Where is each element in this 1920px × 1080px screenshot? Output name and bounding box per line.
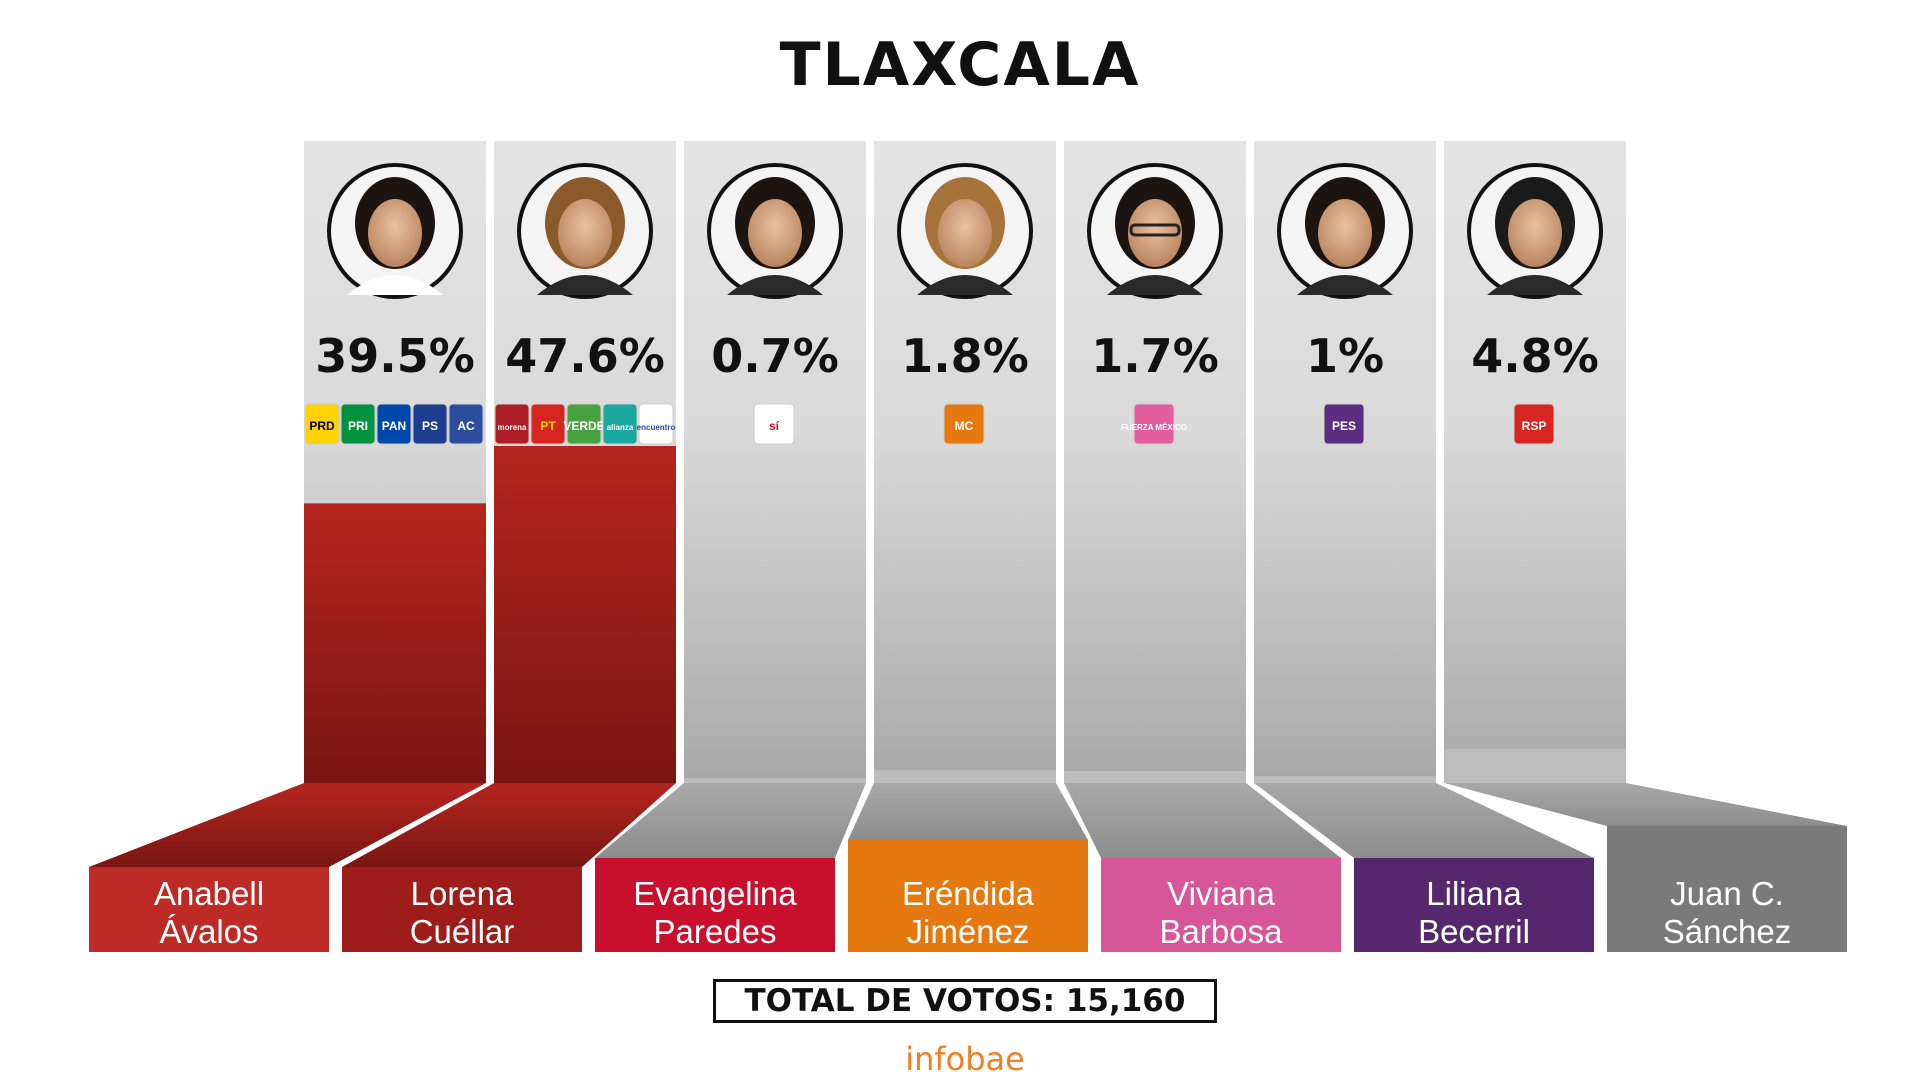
- candidate-photo-3: [897, 163, 1033, 299]
- party-logos-6: RSP: [1513, 403, 1555, 445]
- name-block-1: [342, 867, 582, 952]
- name-block-0: [89, 867, 329, 952]
- name-block-2: [595, 858, 835, 952]
- candidate-last-name: Becerril: [1418, 913, 1530, 950]
- party-logo-text-pan: PAN: [382, 419, 406, 433]
- party-logo-text-ps: PS: [422, 419, 438, 433]
- bar-1: [494, 446, 676, 783]
- party-logos-1: morena PT VERDE alianza encuentro: [494, 403, 676, 445]
- party-logo-text-alianza: alianza: [607, 423, 634, 432]
- funnel-5: [1254, 783, 1594, 858]
- party-logo-sí: [753, 403, 795, 445]
- party-logo-pt: [530, 403, 566, 445]
- party-logo-fuerza-méxico: [1133, 403, 1175, 445]
- bar-4: [1064, 770, 1246, 783]
- candidate-photo-2: [707, 163, 843, 299]
- party-logo-text-sí: sí: [769, 419, 780, 433]
- candidate-first-name: Lorena: [410, 875, 514, 912]
- party-logo-text-mc: MC: [955, 419, 974, 433]
- party-logo-text-pt: PT: [540, 419, 556, 433]
- candidate-photo-4: [1087, 163, 1223, 299]
- party-logo-text-morena: morena: [498, 423, 527, 432]
- percent-label-3: 1.8%: [901, 329, 1029, 383]
- percent-label-4: 1.7%: [1091, 329, 1219, 383]
- name-block-3: [848, 840, 1088, 952]
- candidate-name-1: Lorena Cuéllar: [342, 875, 582, 951]
- party-logo-alianza: [602, 403, 638, 445]
- party-logo-text-rsp: RSP: [1522, 419, 1547, 433]
- candidate-name-4: Viviana Barbosa: [1101, 875, 1341, 951]
- party-logo-text-verde: VERDE: [563, 419, 604, 433]
- party-logo-mc: [943, 403, 985, 445]
- percent-label-0: 39.5%: [315, 329, 475, 383]
- party-logo-text-prd: PRD: [309, 419, 335, 433]
- percent-label-5: 1%: [1306, 329, 1384, 383]
- name-block-5: [1354, 858, 1594, 952]
- bar-3: [874, 770, 1056, 783]
- party-logo-text-encuentro: encuentro: [637, 423, 676, 432]
- party-logos-5: PES: [1323, 403, 1365, 445]
- party-logo-text-pri: PRI: [348, 419, 368, 433]
- percent-label-1: 47.6%: [505, 329, 665, 383]
- party-logo-ac: [448, 403, 484, 445]
- candidate-first-name: Juan C.: [1670, 875, 1784, 912]
- percent-label-6: 4.8%: [1471, 329, 1599, 383]
- party-logo-encuentro: [638, 403, 674, 445]
- candidate-first-name: Liliana: [1426, 875, 1522, 912]
- party-logo-pan: [376, 403, 412, 445]
- funnel-1: [342, 783, 676, 867]
- candidate-name-0: Anabell Ávalos: [89, 875, 329, 951]
- bar-2: [684, 778, 866, 783]
- candidate-last-name: Jiménez: [906, 913, 1030, 950]
- percent-label-2: 0.7%: [711, 329, 839, 383]
- candidate-first-name: Evangelina: [633, 875, 797, 912]
- name-block-4: [1101, 858, 1341, 952]
- party-logos-3: MC: [943, 403, 985, 445]
- funnel-2: [595, 783, 866, 858]
- party-logo-prd: [304, 403, 340, 445]
- chart-title: TLAXCALA: [779, 30, 1141, 100]
- funnel-3: [848, 783, 1088, 840]
- party-logo-pri: [340, 403, 376, 445]
- name-block-6: [1607, 826, 1847, 952]
- candidate-first-name: Viviana: [1167, 875, 1275, 912]
- bar-6: [1444, 749, 1626, 783]
- total-votes: TOTAL DE VOTOS: 15,160: [713, 979, 1217, 1023]
- brand-logo: infobae: [905, 1040, 1025, 1078]
- candidate-photo-1: [517, 163, 653, 299]
- candidate-name-3: Eréndida Jiménez: [848, 875, 1088, 951]
- candidate-name-2: Evangelina Paredes: [595, 875, 835, 951]
- party-logo-verde: [566, 403, 602, 445]
- bar-0: [304, 503, 486, 783]
- candidate-last-name: Paredes: [653, 913, 777, 950]
- funnel-6: [1444, 783, 1847, 826]
- party-logos-2: sí: [753, 403, 795, 445]
- bar-5: [1254, 775, 1436, 783]
- candidate-photo-6: [1467, 163, 1603, 299]
- candidate-first-name: Anabell: [153, 875, 265, 912]
- candidate-last-name: Ávalos: [159, 913, 259, 950]
- candidate-last-name: Cuéllar: [409, 913, 515, 950]
- party-logos-0: PRD PRI PAN PS AC: [304, 403, 484, 445]
- party-logo-text-ac: AC: [457, 419, 475, 433]
- party-logos-4: FUERZA MÉXICO: [1121, 403, 1187, 445]
- candidate-name-5: Liliana Becerril: [1354, 875, 1594, 951]
- candidate-last-name: Barbosa: [1159, 913, 1283, 950]
- party-logo-text-pes: PES: [1332, 419, 1356, 433]
- candidate-name-6: Juan C. Sánchez: [1607, 875, 1847, 951]
- funnel-0: [89, 783, 486, 867]
- candidate-photo-0: [327, 163, 463, 299]
- party-logo-morena: [494, 403, 530, 445]
- party-logo-rsp: [1513, 403, 1555, 445]
- party-logo-pes: [1323, 403, 1365, 445]
- candidate-photo-5: [1277, 163, 1413, 299]
- party-logo-ps: [412, 403, 448, 445]
- candidate-last-name: Sánchez: [1662, 913, 1792, 950]
- party-logo-text-fuerza-méxico: FUERZA MÉXICO: [1121, 423, 1187, 432]
- funnel-4: [1064, 783, 1341, 858]
- candidate-first-name: Eréndida: [901, 875, 1035, 912]
